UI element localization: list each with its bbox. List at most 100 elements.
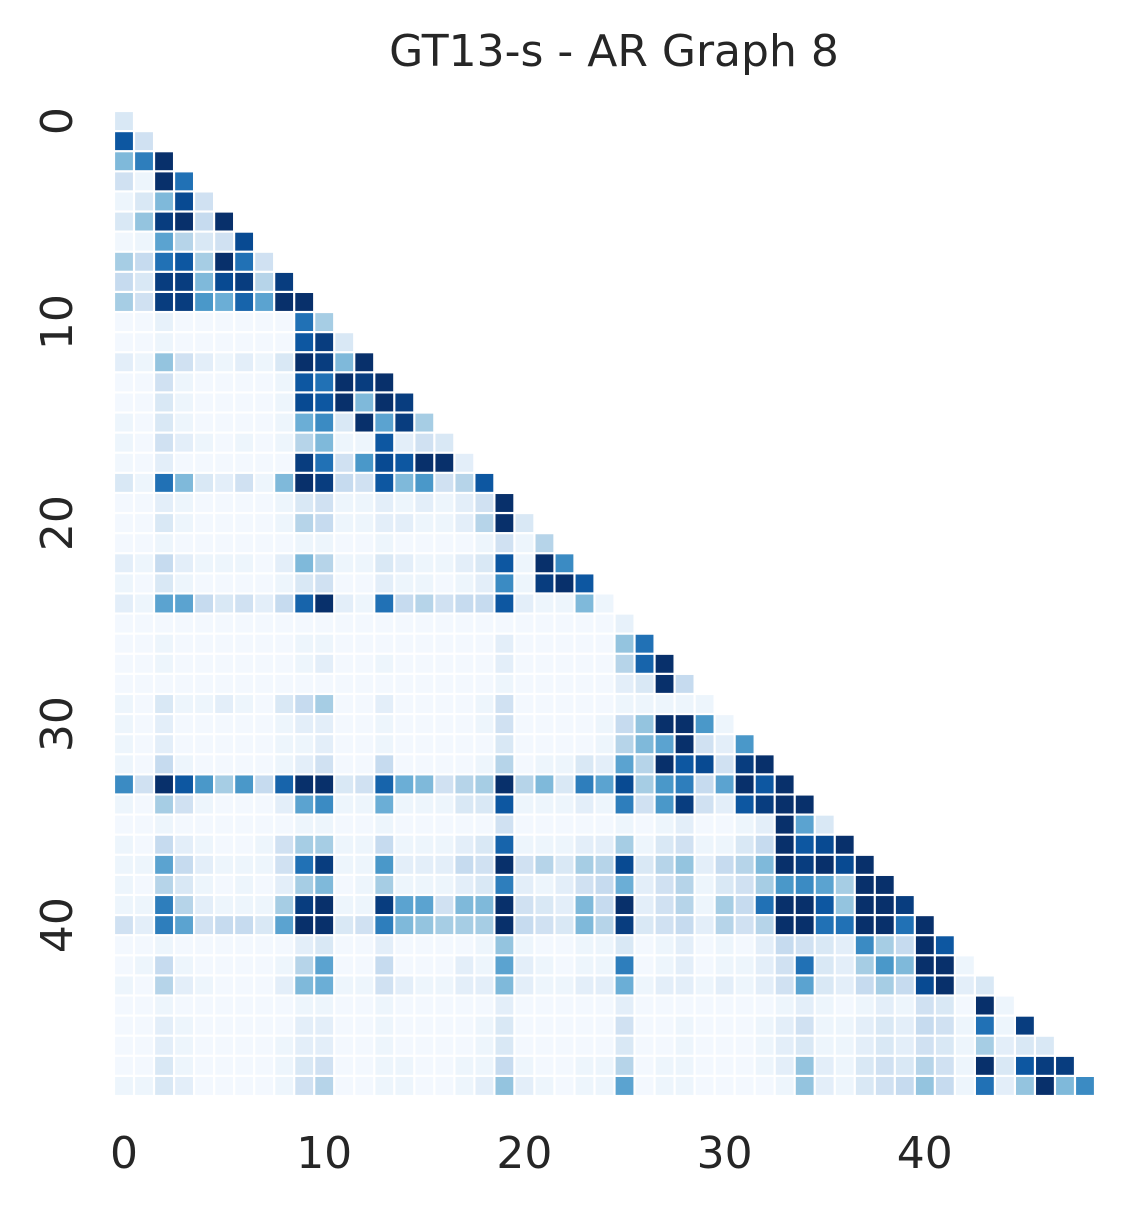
heatmap-cell [835,1056,854,1075]
heatmap-cell [155,333,173,352]
heatmap-cell [835,956,854,975]
heatmap-cell [375,735,394,754]
heatmap-cell [355,835,374,854]
heatmap-cell [996,1077,1014,1095]
heatmap-cell [495,594,514,613]
heatmap-cell [275,996,294,1015]
heatmap-cell [415,735,434,754]
heatmap-cell [295,896,314,914]
heatmap-cell [315,755,334,774]
heatmap-cell [515,574,534,593]
heatmap-cell [215,373,234,392]
heatmap-cell [675,735,694,754]
heatmap-cell [895,996,914,1015]
heatmap-cell [375,393,394,412]
heatmap-cell [455,976,474,995]
heatmap-cell [135,152,153,171]
heatmap-cell [575,594,594,613]
heatmap-cell [695,896,714,914]
heatmap-cell [155,996,173,1015]
heatmap-cell [195,996,213,1015]
heatmap-cell [855,1056,874,1075]
heatmap-cell [235,1077,254,1095]
heatmap-cell [835,835,854,854]
heatmap-cell [335,936,354,955]
heatmap-cell [455,1056,474,1075]
heatmap-cell [415,413,434,432]
heatmap-cell [755,916,774,935]
heatmap-cell [855,916,874,935]
heatmap-cell [755,875,774,894]
heatmap-cell [395,574,414,593]
heatmap-cell [655,1056,674,1075]
heatmap-cell [335,855,354,874]
heatmap-cell [355,534,374,553]
heatmap-cell [555,1016,574,1035]
x-tick-label: 0 [110,1128,138,1179]
heatmap-cell [315,353,334,372]
heatmap-cell [755,775,774,794]
heatmap-cell [895,976,914,995]
heatmap-cell [695,715,714,734]
heatmap-cell [275,1016,294,1035]
heatmap-cell [735,1016,754,1035]
heatmap-cell [295,775,314,794]
heatmap-cell [255,735,274,754]
heatmap-cell [715,956,734,975]
heatmap-cell [355,956,374,975]
heatmap-cell [635,896,654,914]
heatmap-cell [115,152,133,171]
heatmap-cell [315,795,334,814]
heatmap-cell [355,353,374,372]
heatmap-cell [775,896,794,914]
heatmap-cell [275,554,294,573]
heatmap-cell [275,272,294,291]
heatmap-cell [455,654,474,673]
heatmap-cell [135,775,153,794]
heatmap-cell [755,855,774,874]
heatmap-cell [255,594,274,613]
heatmap-cell [175,976,193,995]
heatmap-cell [875,1077,894,1095]
heatmap-cell [935,1056,954,1075]
heatmap-cell [235,976,254,995]
heatmap-cell [415,896,434,914]
heatmap-cell [715,775,734,794]
heatmap-cell [215,916,234,935]
heatmap-cell [115,433,133,452]
heatmap-cell [555,956,574,975]
heatmap-cell [775,936,794,955]
heatmap-cell [335,896,354,914]
heatmap-cell [235,534,254,553]
heatmap-cell [295,956,314,975]
heatmap-cell [135,554,153,573]
heatmap-cell [115,936,133,955]
heatmap-cell [235,413,254,432]
heatmap-cell [135,192,153,211]
heatmap-cell [575,775,594,794]
heatmap-cell [295,614,314,633]
heatmap-cell [415,433,434,452]
heatmap-cell [715,996,734,1015]
heatmap-cell [575,896,594,914]
heatmap-cell [455,594,474,613]
heatmap-cell [235,875,254,894]
heatmap-cell [455,1016,474,1035]
heatmap-cell [715,735,734,754]
heatmap-cell [495,735,514,754]
heatmap-cell [195,715,213,734]
heatmap-cell [695,695,714,713]
heatmap-cell [655,775,674,794]
heatmap-cell [195,1016,213,1035]
heatmap-cell [515,795,534,814]
heatmap-cell [475,1056,494,1075]
heatmap-cell [315,534,334,553]
heatmap-cell [235,735,254,754]
heatmap-cell [135,212,153,231]
heatmap-cell [595,1016,614,1035]
heatmap-cell [615,1077,634,1095]
heatmap-cell [415,1036,434,1055]
heatmap-cell [155,192,173,211]
heatmap-cell [535,956,554,975]
heatmap-cell [115,554,133,573]
